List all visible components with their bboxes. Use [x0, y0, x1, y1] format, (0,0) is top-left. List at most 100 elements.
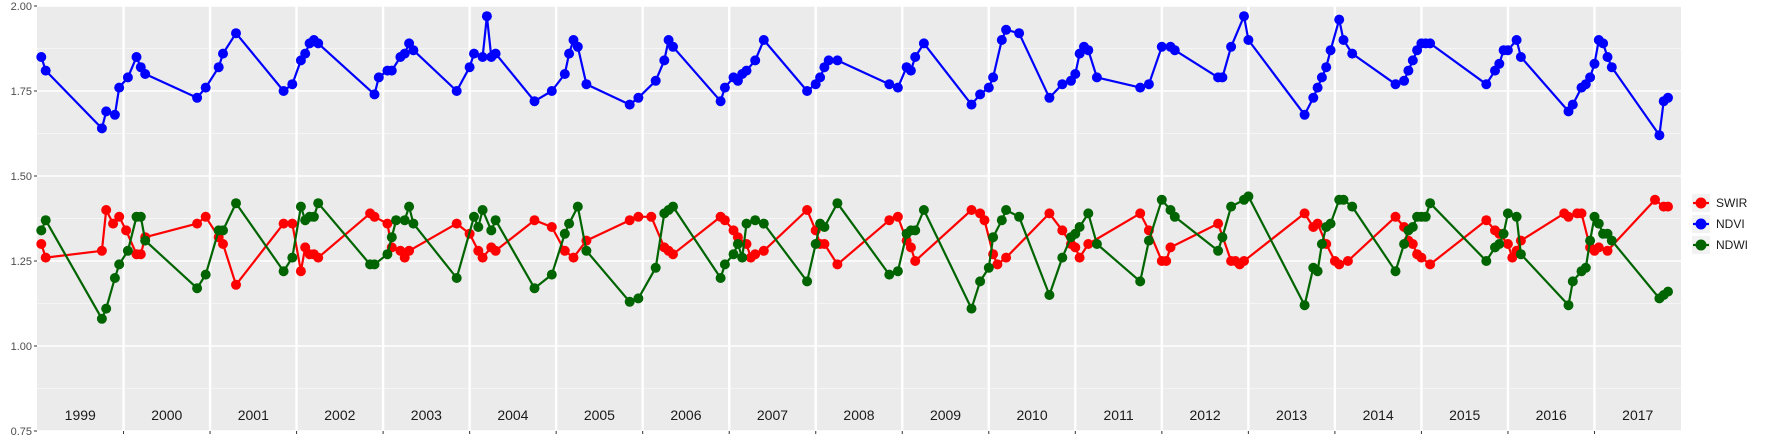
data-point: [300, 48, 311, 59]
year-label: 2007: [757, 407, 788, 423]
y-tick-label: 1.25: [11, 256, 32, 268]
legend-item: NDVI: [1692, 215, 1745, 233]
y-tick-label: 2.00: [11, 1, 32, 13]
data-point: [1156, 41, 1167, 52]
data-point: [1074, 252, 1085, 263]
data-point: [1226, 201, 1237, 212]
year-label: 2002: [324, 407, 355, 423]
data-point: [40, 65, 51, 76]
data-point: [1135, 208, 1146, 219]
year-label: 2003: [411, 407, 442, 423]
data-point: [1347, 201, 1358, 212]
data-point: [1213, 218, 1224, 229]
year-label: 2005: [584, 407, 615, 423]
data-point: [741, 65, 752, 76]
data-point: [295, 266, 306, 277]
data-point: [1044, 290, 1055, 300]
data-point: [122, 245, 133, 256]
data-point: [369, 259, 380, 270]
data-point: [1502, 45, 1513, 56]
series-swir: [36, 194, 1673, 290]
data-point: [719, 259, 730, 270]
data-point: [559, 245, 570, 256]
data-point: [559, 69, 570, 79]
data-point: [278, 86, 289, 96]
data-point: [1481, 215, 1492, 226]
data-point: [96, 123, 107, 134]
data-point: [715, 273, 726, 283]
data-point: [131, 52, 142, 62]
data-point: [1580, 262, 1591, 273]
data-point: [200, 269, 211, 280]
data-point: [369, 211, 380, 222]
data-point: [823, 55, 834, 66]
legend-item: SWIR: [1692, 194, 1748, 212]
data-point: [819, 239, 830, 249]
data-point: [1502, 239, 1513, 249]
data-point: [490, 245, 501, 256]
year-label: 2009: [930, 407, 961, 423]
year-label: 2010: [1016, 407, 1047, 423]
data-point: [36, 239, 47, 249]
data-point: [983, 262, 994, 273]
data-point: [451, 218, 462, 229]
data-point: [1425, 38, 1436, 49]
data-point: [892, 266, 903, 277]
data-point: [278, 218, 289, 229]
data-point: [1494, 239, 1505, 249]
data-point: [1316, 72, 1327, 83]
data-point: [996, 215, 1007, 226]
data-point: [313, 198, 324, 209]
data-point: [114, 211, 125, 222]
data-point: [490, 215, 501, 226]
data-point: [529, 96, 540, 107]
data-point: [231, 28, 241, 39]
data-point: [659, 55, 670, 66]
data-point: [1598, 38, 1609, 49]
data-point: [1217, 72, 1228, 83]
data-point: [1654, 130, 1665, 141]
data-point: [1567, 276, 1578, 287]
data-point: [231, 279, 241, 290]
year-label: 2012: [1190, 407, 1221, 423]
data-point: [313, 252, 324, 263]
data-point: [624, 99, 635, 110]
data-point: [1403, 65, 1414, 76]
data-point: [1169, 211, 1180, 222]
data-point: [200, 82, 211, 93]
data-point: [1165, 242, 1176, 253]
data-point: [308, 211, 319, 222]
data-point: [633, 211, 644, 222]
data-point: [633, 92, 644, 103]
year-label: 2011: [1104, 407, 1134, 423]
year-label: 1999: [65, 407, 96, 423]
data-point: [1014, 211, 1025, 222]
data-point: [140, 69, 151, 79]
data-point: [1312, 82, 1323, 93]
year-label: 2008: [843, 407, 874, 423]
data-point: [559, 228, 570, 239]
data-point: [1650, 194, 1660, 205]
data-point: [832, 55, 843, 66]
data-point: [218, 48, 228, 59]
data-point: [650, 262, 661, 273]
data-point: [408, 218, 419, 229]
data-point: [529, 283, 540, 294]
data-point: [572, 201, 583, 212]
data-point: [750, 55, 761, 66]
data-point: [1481, 79, 1492, 90]
data-point: [1091, 239, 1102, 249]
data-point: [1299, 109, 1310, 120]
data-point: [564, 48, 575, 59]
data-point: [140, 235, 151, 246]
data-point: [741, 218, 752, 229]
data-point: [728, 249, 739, 260]
data-point: [1338, 194, 1349, 205]
year-label: 2013: [1276, 407, 1307, 423]
data-point: [750, 249, 761, 260]
data-point: [1663, 201, 1673, 212]
data-point: [910, 225, 921, 236]
data-point: [1511, 211, 1522, 222]
data-point: [1316, 239, 1327, 249]
data-point: [218, 225, 228, 236]
